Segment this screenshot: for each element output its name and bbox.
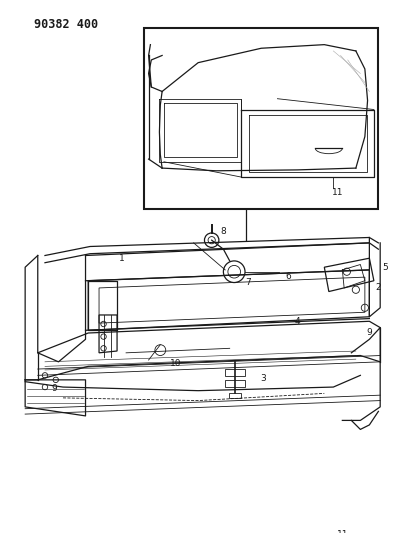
Bar [144, 28, 378, 208]
Text: 9: 9 [367, 328, 372, 337]
Bar [225, 380, 245, 387]
Text: 4: 4 [294, 317, 300, 326]
Text: 3: 3 [260, 374, 266, 383]
Text: 11: 11 [337, 530, 348, 533]
Text: 11: 11 [332, 188, 343, 197]
Bar [229, 393, 241, 398]
Text: 2: 2 [375, 284, 381, 293]
Text: 6: 6 [286, 272, 291, 281]
Text: 8: 8 [220, 227, 226, 236]
Text: 90382 400: 90382 400 [34, 18, 98, 30]
Text: 5: 5 [383, 263, 388, 272]
Text: 9: 9 [51, 384, 57, 393]
Text: 1: 1 [119, 254, 124, 263]
Bar [225, 369, 245, 376]
Text: 10: 10 [170, 359, 181, 368]
Text: 7: 7 [245, 278, 251, 287]
